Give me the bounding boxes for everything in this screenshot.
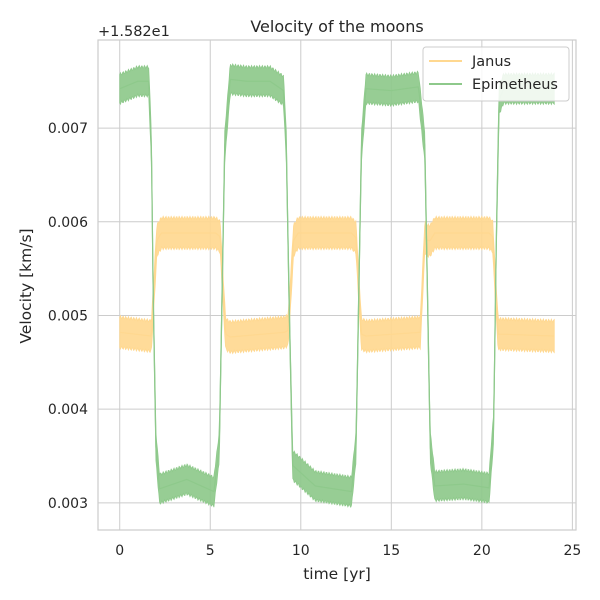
y-tick-label: 0.007 — [48, 121, 88, 137]
series-band-epimetheus — [119, 62, 555, 509]
x-tick-labels: 0 5 10 15 20 25 — [115, 543, 581, 559]
axes-frame — [97, 39, 577, 531]
x-tick-label: 10 — [292, 543, 310, 559]
series-band-janus — [119, 215, 555, 355]
x-tick-label: 15 — [382, 543, 400, 559]
legend-label-epimetheus: Epimetheus — [472, 77, 558, 93]
x-tick-label: 0 — [115, 543, 124, 559]
y-offset-label: +1.582e1 — [98, 24, 170, 40]
y-tick-label: 0.004 — [48, 402, 88, 418]
chart-title: Velocity of the moons — [250, 17, 423, 36]
y-tick-label: 0.003 — [48, 496, 88, 512]
x-tick-label: 25 — [563, 543, 581, 559]
legend-label-janus: Janus — [471, 54, 511, 70]
y-tick-labels: 0.003 0.004 0.005 0.006 0.007 — [48, 121, 88, 512]
x-tick-label: 20 — [473, 543, 491, 559]
legend: Janus Epimetheus — [422, 46, 570, 102]
y-tick-label: 0.006 — [48, 215, 88, 231]
x-axis-label: time [yr] — [303, 565, 371, 583]
x-tick-label: 5 — [206, 543, 215, 559]
series-line-epimetheus — [119, 78, 555, 493]
series-line-janus — [119, 232, 555, 338]
series-layer — [119, 62, 555, 509]
y-tick-label: 0.005 — [48, 308, 88, 324]
y-axis-label: Velocity [km/s] — [17, 228, 35, 343]
